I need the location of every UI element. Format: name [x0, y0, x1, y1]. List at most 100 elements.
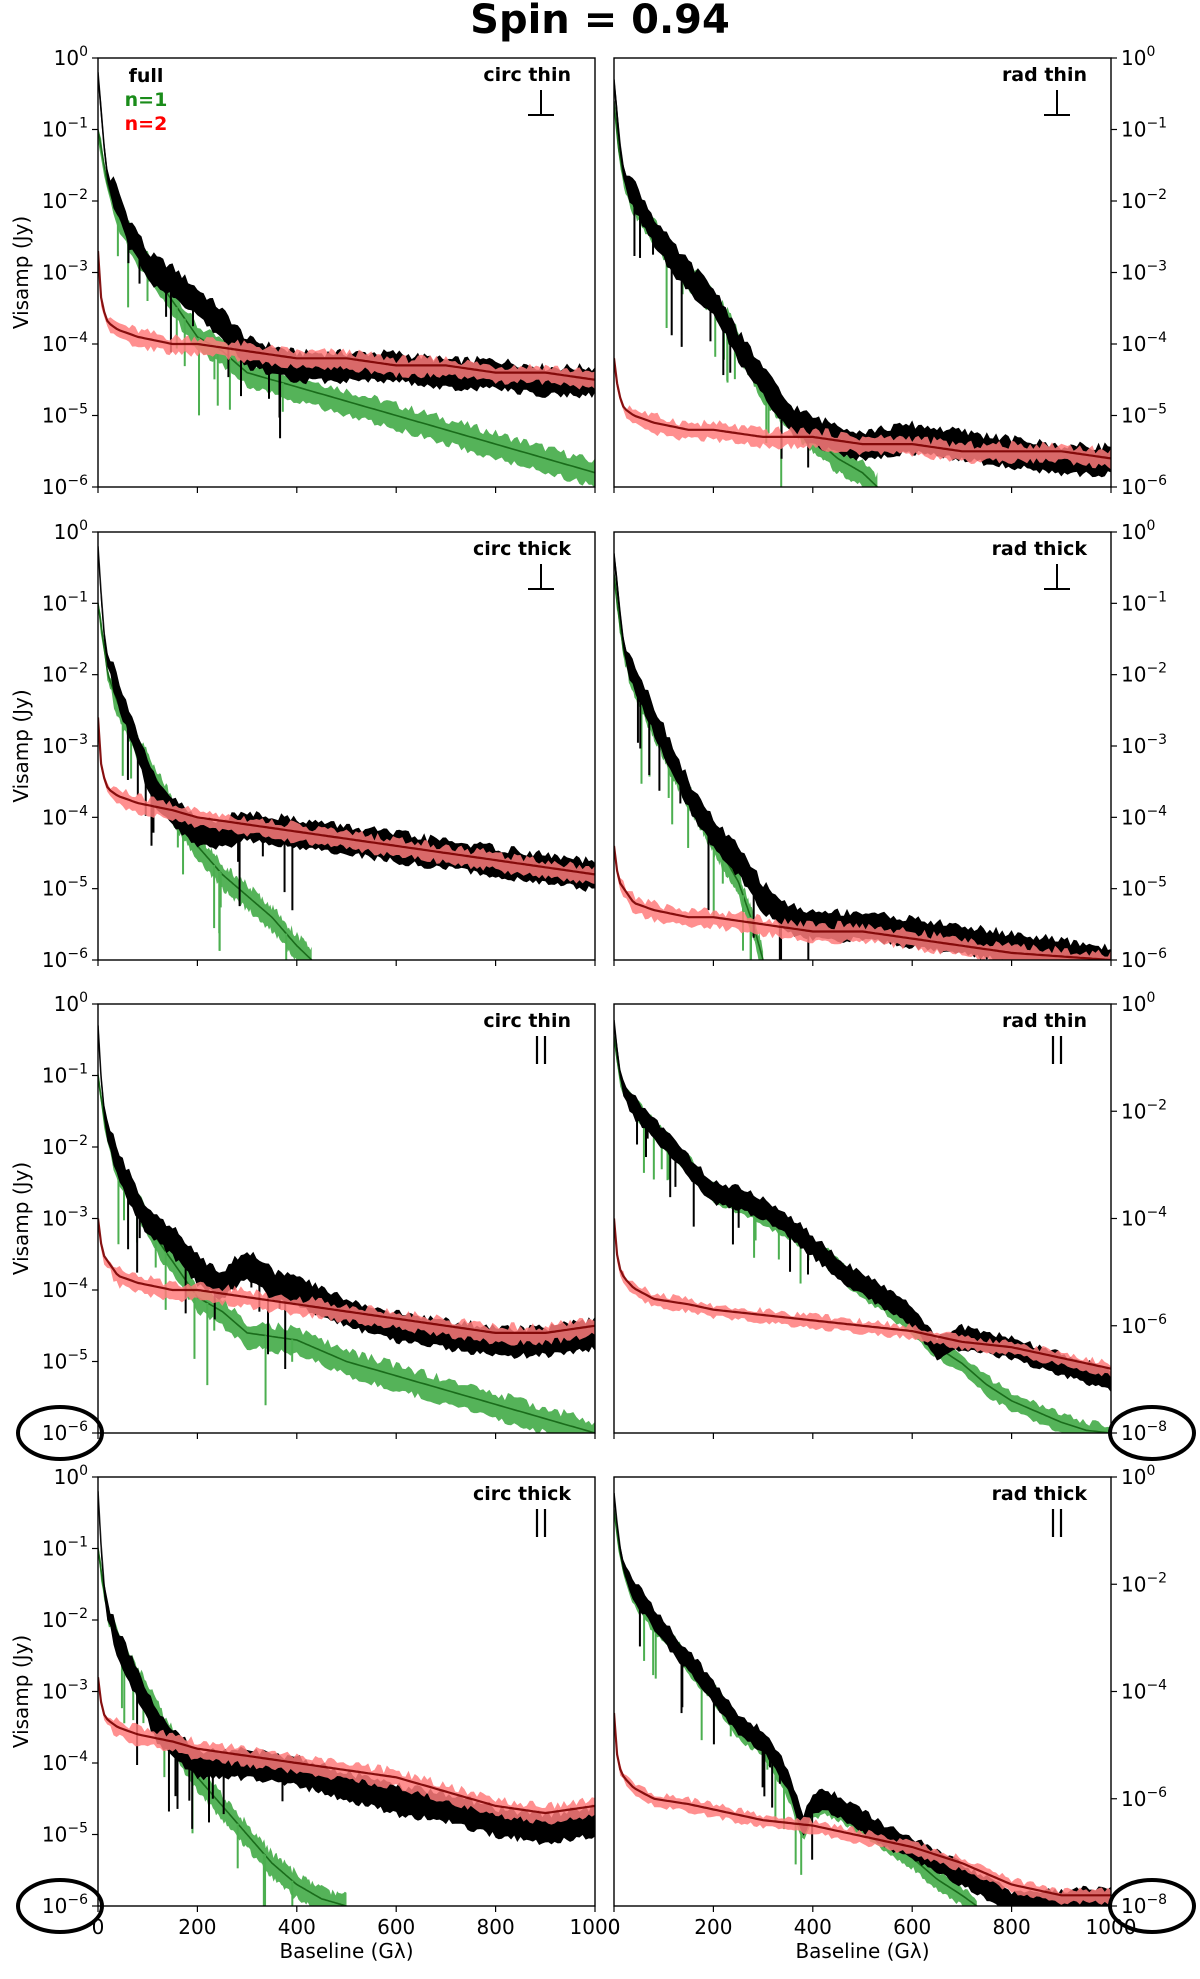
y-tick-label: 10−3 [42, 732, 88, 758]
plot-frame [613, 1003, 1112, 1434]
x-axis-label: Baseline (Gλ) [795, 1939, 929, 1963]
x-tick-label: 800 [993, 1915, 1031, 1939]
series-n2-band [614, 843, 1111, 960]
plot-area [614, 1487, 1111, 1906]
y-tick-label: 10−6 [1121, 473, 1167, 499]
panel-label: rad thick [992, 538, 1088, 560]
legend-entry: n=1 [125, 89, 168, 111]
y-axis-label: Visamp (Jy) [9, 1635, 33, 1748]
plot-area [614, 1016, 1111, 1433]
series-n2-line [614, 1218, 1111, 1370]
series-n2-band [98, 1672, 595, 1825]
panel-5: 100 10−1 10−2 10−3 10−4 10−5 10−6 Visamp (Jy) ci… [9, 990, 596, 1461]
y-tick-label: 100 [54, 990, 88, 1016]
series-full-band [614, 548, 1111, 960]
series-n2-line [98, 251, 595, 381]
x-axis-label: Baseline (Gλ) [279, 1939, 413, 1963]
y-tick-label: 10−5 [42, 1821, 88, 1847]
y-tick-label: 10−2 [42, 187, 88, 213]
series-n2-line [614, 1712, 1111, 1897]
y-tick-label: 100 [1121, 990, 1155, 1016]
highlight-circle [1108, 1878, 1196, 1934]
panel-label: circ thick [473, 538, 571, 560]
x-tick-label: 400 [794, 1915, 832, 1939]
plot-area [98, 68, 595, 487]
y-tick-label: 10−5 [42, 1348, 88, 1374]
y-tick-label: 10−4 [1121, 803, 1167, 829]
highlight-circle [1108, 1405, 1196, 1461]
x-tick-label: 400 [278, 1915, 316, 1939]
panel-label: circ thin [483, 1010, 571, 1032]
y-tick-label: 10−2 [1121, 1097, 1167, 1123]
y-tick-label: 10−3 [1121, 732, 1167, 758]
y-tick-label: 10−6 [1121, 946, 1167, 972]
y-tick-label: 10−1 [42, 1535, 88, 1561]
y-tick-label: 10−4 [1121, 1678, 1167, 1704]
y-tick-label: 100 [54, 518, 88, 544]
y-tick-label: 10−6 [1121, 1785, 1167, 1811]
panel-4: 100 10−1 10−2 10−3 10−4 10−5 10−6 rad thick [613, 518, 1167, 972]
panel-1: 100 10−1 10−2 10−3 10−4 10−5 10−6 Visamp (Jy) ci… [9, 44, 596, 499]
series-n1-line [98, 603, 313, 960]
panel-label: rad thick [992, 1483, 1088, 1505]
chart-title: Spin = 0.94 [470, 0, 730, 43]
x-tick-label: 600 [377, 1915, 415, 1939]
y-tick-label: 10−2 [1121, 187, 1167, 213]
y-tick-label: 10−4 [1121, 330, 1167, 356]
y-tick-label: 10−5 [42, 875, 88, 901]
y-tick-label: 100 [54, 44, 88, 70]
plot-area [614, 548, 1111, 960]
y-tick-label: 10−5 [1121, 875, 1167, 901]
y-tick-label: 10−4 [42, 1276, 88, 1302]
panel-7: 100 10−1 10−2 10−3 10−4 10−5 10−6 0 200 400 600 800… [9, 1463, 620, 1963]
panel-label: rad thin [1002, 1010, 1087, 1032]
series-n2-line [614, 845, 1111, 960]
series-n1-line [98, 1075, 595, 1433]
series-n2-line [98, 717, 595, 876]
plot-frame [97, 531, 596, 961]
highlight-circle [16, 1878, 104, 1934]
y-tick-label: 10−6 [42, 946, 88, 972]
series-n1-line [98, 129, 595, 474]
x-tick-label: 0 [608, 1915, 621, 1939]
y-tick-label: 10−4 [42, 330, 88, 356]
y-tick-label: 100 [1121, 1463, 1155, 1489]
series-n2-band [614, 1214, 1111, 1378]
y-tick-label: 10−4 [42, 803, 88, 829]
legend-entry: n=2 [125, 113, 168, 135]
panel-6: 100 10−2 10−4 10−6 10−8 rad thin [613, 990, 1196, 1461]
y-tick-label: 100 [54, 1463, 88, 1489]
y-tick-label: 10−4 [42, 1749, 88, 1775]
plot-area [614, 74, 1111, 487]
series-full-band [98, 539, 595, 892]
series-full-line [98, 72, 595, 381]
series-full-band [614, 1487, 1111, 1906]
y-tick-label: 10−4 [1121, 1205, 1167, 1231]
y-tick-label: 10−6 [42, 1419, 88, 1445]
y-tick-label: 10−1 [42, 116, 88, 142]
series-full-band [98, 1485, 595, 1845]
x-tick-label: 1000 [570, 1915, 621, 1939]
y-axis-label: Visamp (Jy) [9, 1162, 33, 1275]
panel-2: 100 10−1 10−2 10−3 10−4 10−5 10−6 rad thin [613, 44, 1167, 499]
x-tick-label: 800 [477, 1915, 515, 1939]
y-tick-label: 10−8 [1121, 1892, 1167, 1918]
y-tick-label: 10−1 [42, 1062, 88, 1088]
y-tick-label: 10−2 [1121, 1570, 1167, 1596]
y-tick-label: 10−2 [1121, 661, 1167, 687]
plot-frame [613, 531, 1112, 961]
y-tick-label: 10−6 [1121, 1312, 1167, 1338]
series-n1-band [98, 598, 312, 960]
series-n1-line [614, 1036, 1111, 1433]
series-full-line [614, 1493, 1111, 1902]
series-n2-band [98, 251, 595, 390]
y-tick-label: 10−1 [1121, 116, 1167, 142]
y-tick-label: 10−3 [1121, 259, 1167, 285]
series-n2-band [614, 351, 1111, 470]
series-n1-band [98, 128, 595, 487]
highlight-circle [16, 1405, 104, 1461]
y-axis-label: Visamp (Jy) [9, 689, 33, 802]
